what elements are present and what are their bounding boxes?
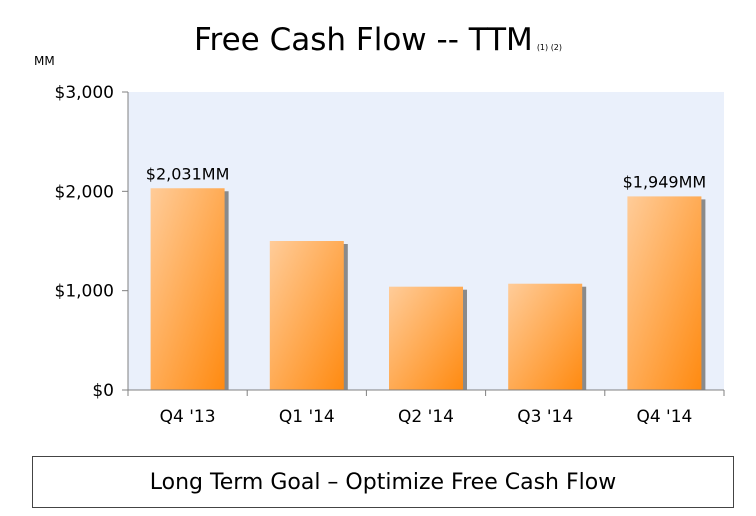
x-tick-label: Q4 '14 xyxy=(636,407,692,427)
data-label: $1,949MM xyxy=(623,172,707,191)
x-tick-label: Q2 '14 xyxy=(398,407,454,427)
x-tick-label: Q1 '14 xyxy=(279,407,335,427)
long-term-goal-text: Long Term Goal – Optimize Free Cash Flow xyxy=(149,469,617,495)
bar xyxy=(269,241,344,390)
data-label: $2,031MM xyxy=(146,164,230,183)
bar xyxy=(150,188,225,390)
y-tick-label: $1,000 xyxy=(55,282,114,302)
x-tick-label: Q4 '13 xyxy=(160,407,216,427)
y-axis-unit-label: MM xyxy=(34,54,55,68)
y-tick-label: $0 xyxy=(92,381,114,401)
bar xyxy=(627,196,702,390)
y-tick-label: $3,000 xyxy=(55,83,114,103)
chart-title-text: Free Cash Flow -- TTM xyxy=(193,22,533,58)
x-tick-label: Q3 '14 xyxy=(517,407,573,427)
long-term-goal-box: Long Term Goal – Optimize Free Cash Flow xyxy=(32,456,734,508)
chart-title: Free Cash Flow -- TTM (1) (2) xyxy=(0,20,756,68)
bar xyxy=(389,286,463,390)
chart-title-footnote: (1) (2) xyxy=(536,43,563,52)
bar xyxy=(508,283,583,390)
y-tick-label: $2,000 xyxy=(55,182,114,202)
